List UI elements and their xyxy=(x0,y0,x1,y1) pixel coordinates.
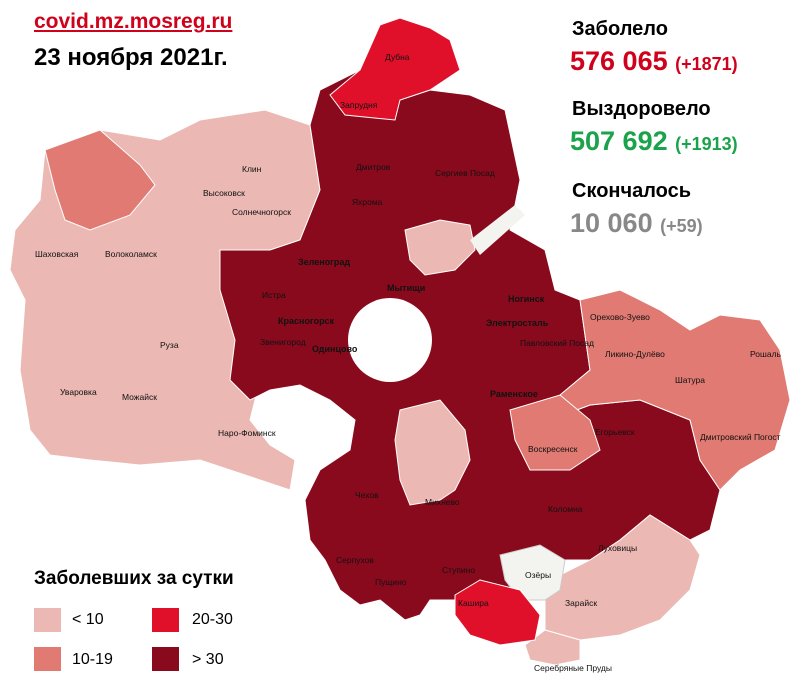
legend-label-gt30: > 30 xyxy=(192,651,224,668)
city-label: Электросталь xyxy=(486,318,549,328)
source-link[interactable]: covid.mz.mosreg.ru xyxy=(34,10,233,33)
city-label: Наро-Фоминск xyxy=(218,428,276,438)
infected-label: Заболело xyxy=(572,18,668,40)
region-south-light xyxy=(524,629,581,666)
city-label: Рошаль xyxy=(750,349,782,359)
city-label: Сергиев Посад xyxy=(435,168,495,178)
infected-delta: (+1871) xyxy=(675,54,738,74)
died-delta: (+59) xyxy=(660,216,703,236)
city-label: Высоковск xyxy=(203,188,245,198)
legend-swatch-gt30 xyxy=(152,647,179,671)
city-label: Одинцово xyxy=(312,344,358,354)
legend-swatch-20-30 xyxy=(152,608,179,632)
moscow-city-hole xyxy=(348,298,432,382)
city-label: Шатура xyxy=(675,375,705,385)
legend-title: Заболевших за сутки xyxy=(34,568,234,589)
died-value: 10 060 (+59) xyxy=(570,208,703,239)
city-label: Коломна xyxy=(548,504,583,514)
infected-value: 576 065 (+1871) xyxy=(570,46,738,77)
city-label: Шаховская xyxy=(35,249,79,259)
region-kashira xyxy=(454,579,541,646)
region-solnechnogorsk-light xyxy=(404,219,476,276)
city-label: Озёры xyxy=(525,570,551,580)
region-chekhov-light xyxy=(394,399,471,506)
legend-label-lt10: < 10 xyxy=(72,611,104,628)
region-ozery xyxy=(499,544,566,601)
city-label: Серебряные Пруды xyxy=(534,663,612,673)
city-label: Руза xyxy=(160,340,179,350)
legend-label-10-19: 10-19 xyxy=(72,651,113,668)
city-label: Луховицы xyxy=(598,543,637,553)
region-volokolamsk-pink xyxy=(44,129,156,231)
city-label: Клин xyxy=(242,164,262,174)
city-label: Егорьевск xyxy=(595,427,635,437)
city-label: Зарайск xyxy=(565,598,597,608)
city-label: Пущино xyxy=(375,577,407,587)
city-label: Ногинск xyxy=(508,294,545,304)
city-label: Ликино-Дулёво xyxy=(605,349,665,359)
city-label: Дмитров xyxy=(356,162,391,172)
city-label: Можайск xyxy=(122,392,157,402)
city-label: Мытищи xyxy=(387,283,425,293)
infected-count: 576 065 xyxy=(570,46,668,76)
city-label: Орехово-Зуево xyxy=(590,312,650,322)
city-label: Уваровка xyxy=(60,387,97,397)
city-label: Яхрома xyxy=(352,197,383,207)
city-label: Ступино xyxy=(442,565,475,575)
region-dubna xyxy=(329,17,461,121)
city-label: Дмитровский Погост xyxy=(700,432,781,442)
recovered-label: Выздоровело xyxy=(572,98,711,120)
region-white-strip xyxy=(470,205,525,255)
region-voskresensk-pink xyxy=(509,394,601,471)
legend-label-20-30: 20-30 xyxy=(192,611,233,628)
city-label: Истра xyxy=(262,290,286,300)
legend-swatch-lt10 xyxy=(34,608,61,632)
city-label: Кашира xyxy=(458,598,489,608)
died-label: Скончалось xyxy=(572,180,692,202)
city-label: Зеленоград xyxy=(298,257,350,267)
city-label: Павловский Посад xyxy=(520,338,594,348)
recovered-count: 507 692 xyxy=(570,126,668,156)
city-label: Чехов xyxy=(355,490,379,500)
city-label: Красногорск xyxy=(278,316,335,326)
city-label: Дубна xyxy=(385,52,410,62)
city-label: Серпухов xyxy=(336,555,374,565)
city-label: Звенигород xyxy=(260,337,306,347)
city-label: Солнечногорск xyxy=(232,207,291,217)
legend-swatch-10-19 xyxy=(34,647,61,671)
report-date: 23 ноября 2021г. xyxy=(34,44,228,71)
city-label: Запрудня xyxy=(340,100,378,110)
city-label: Михнево xyxy=(425,497,460,507)
city-label: Воскресенск xyxy=(528,444,578,454)
city-label: Раменское xyxy=(490,389,538,399)
recovered-value: 507 692 (+1913) xyxy=(570,126,738,157)
recovered-delta: (+1913) xyxy=(675,134,738,154)
city-label: Волоколамск xyxy=(105,249,157,259)
died-count: 10 060 xyxy=(570,208,653,238)
